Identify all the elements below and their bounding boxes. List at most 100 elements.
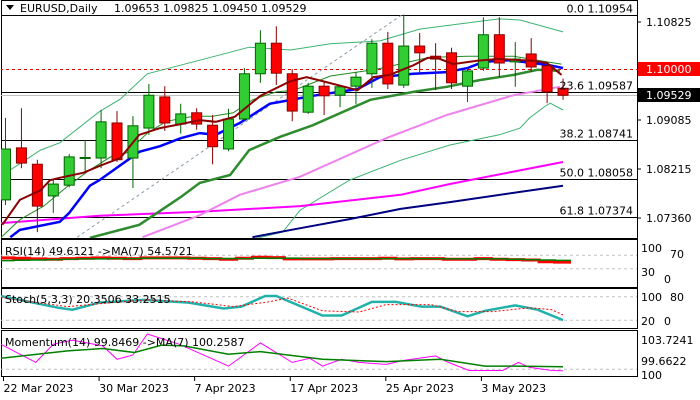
fib-trendline — [76, 14, 403, 238]
momentum-tick: 99.6622 — [641, 355, 687, 368]
stoch-signal-line — [1, 297, 564, 316]
lower-band-line — [255, 102, 564, 238]
rsi-ma-line — [1, 257, 571, 262]
candle-body — [334, 86, 346, 96]
ma-violet-line — [142, 85, 561, 238]
candle — [318, 82, 330, 116]
candle-body — [318, 85, 330, 97]
stoch-plot — [1, 294, 637, 322]
date-label: 30 Mar 2023 — [99, 382, 169, 395]
candle — [430, 43, 442, 91]
alert-price-badge — [638, 62, 700, 76]
candle — [477, 17, 489, 71]
momentum-ma-line — [1, 344, 564, 368]
candle-body — [191, 112, 203, 125]
candle-body — [493, 34, 505, 64]
candle-body — [207, 124, 219, 148]
candle-body — [223, 118, 235, 150]
candle — [270, 26, 282, 86]
rsi-panel-frame — [1, 239, 638, 288]
price-tick: 1.07360 — [646, 212, 692, 225]
candle — [461, 68, 473, 103]
candle-body — [15, 147, 27, 164]
candle — [191, 108, 203, 130]
price-plot — [1, 14, 637, 238]
candle-body — [557, 87, 569, 96]
stoch-tick: 80 — [670, 291, 684, 304]
stoch-panel-frame — [1, 288, 638, 329]
candle — [15, 108, 27, 169]
price-tick: 1.08215 — [646, 163, 692, 176]
momentum-tick: 103.7241 — [641, 334, 694, 347]
candle — [159, 86, 171, 131]
bid-price-badge — [638, 88, 700, 102]
candle — [302, 82, 314, 114]
candle-body — [477, 34, 489, 69]
candle — [398, 14, 410, 88]
momentum-title: Momentum(14) 99.8469 ->MA(7) 100.2587 — [5, 336, 245, 349]
stoch-main-line — [1, 294, 564, 322]
price-tick: 1.09085 — [646, 114, 692, 127]
candle — [350, 72, 362, 105]
candle — [63, 154, 75, 188]
momentum-tick: 100 — [641, 369, 662, 382]
ma-magenta-line — [1, 161, 564, 225]
candle — [143, 83, 155, 135]
candle — [1, 117, 11, 205]
candle — [382, 31, 394, 90]
fib-level-label: 61.8 1.07374 — [560, 205, 633, 218]
symbol-label: EURUSD,Daily — [20, 2, 98, 15]
candle-body — [382, 42, 394, 85]
candle — [493, 17, 505, 78]
candle — [79, 139, 91, 173]
candle-body — [302, 85, 314, 113]
candle-body — [270, 42, 282, 74]
stoch-tick: 0 — [664, 315, 671, 328]
date-label: 25 Apr 2023 — [386, 382, 454, 395]
candle — [366, 39, 378, 88]
candle — [254, 30, 266, 83]
ma-navy-line — [252, 184, 564, 238]
triangle-down-icon[interactable] — [6, 5, 14, 10]
candle — [207, 115, 219, 165]
candle — [47, 180, 59, 213]
fib-level-label: 23.6 1.09587 — [560, 80, 633, 93]
candle-body — [414, 45, 426, 54]
candle — [446, 47, 458, 90]
candle-body — [1, 148, 11, 201]
bid-price-label: 1.09529 — [646, 89, 692, 102]
candle-body — [159, 96, 171, 124]
candle — [95, 109, 107, 169]
candle-body — [398, 45, 410, 86]
candle — [127, 116, 139, 189]
fib-level-label: 50.0 1.08058 — [560, 167, 633, 180]
candle-body — [350, 76, 362, 87]
candle — [509, 42, 521, 87]
candle-body — [95, 121, 107, 159]
momentum-panel-frame — [1, 330, 638, 377]
candle-body — [238, 73, 250, 120]
candle — [286, 69, 298, 122]
candle — [238, 68, 250, 121]
candle-body — [79, 156, 91, 159]
candle — [175, 103, 187, 134]
date-label: 17 Apr 2023 — [290, 382, 358, 395]
candle — [541, 64, 553, 104]
candle — [334, 85, 346, 108]
fib-level-label: 0.0 1.10954 — [567, 3, 633, 16]
date-label: 7 Apr 2023 — [195, 382, 256, 395]
price-tick: 1.10825 — [646, 16, 692, 29]
ma-darkred-line — [1, 56, 563, 226]
main-panel-frame — [1, 0, 638, 239]
axes — [3, 21, 641, 381]
candle-body — [541, 65, 553, 93]
momentum-plot — [1, 333, 637, 372]
candle — [31, 159, 43, 233]
ma-blue-line — [9, 58, 564, 238]
candle-body — [446, 52, 458, 84]
candle — [223, 108, 235, 152]
candle-body — [254, 42, 266, 75]
candle-body — [366, 42, 378, 75]
stoch-title: Stoch(5,3,3) 20.3506 33.2515 — [5, 293, 171, 306]
